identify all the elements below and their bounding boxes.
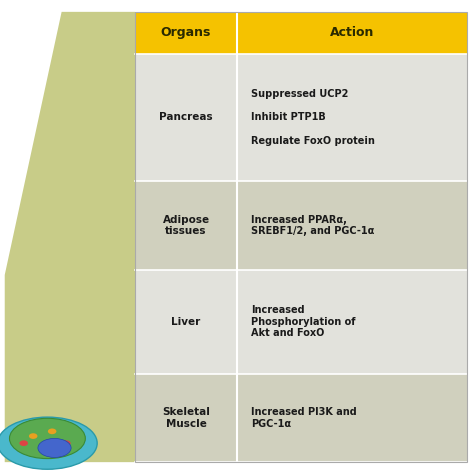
Ellipse shape [19,440,28,446]
Ellipse shape [38,438,71,457]
Bar [135,181,467,270]
Text: Suppressed UCP2

Inhibit PTP1B

Regulate FoxO protein: Suppressed UCP2 Inhibit PTP1B Regulate F… [251,89,375,146]
Ellipse shape [0,417,97,469]
Text: Increased PPARα,
SREBF1/2, and PGC-1α: Increased PPARα, SREBF1/2, and PGC-1α [251,215,374,236]
Ellipse shape [9,419,85,459]
Text: Skeletal
Muscle: Skeletal Muscle [162,407,210,428]
Text: Liver: Liver [172,317,201,327]
Bar [135,12,467,462]
Bar [135,54,467,181]
Polygon shape [5,12,135,462]
Bar [135,270,467,374]
Text: Adipose
tissues: Adipose tissues [163,215,210,236]
Ellipse shape [62,440,71,446]
Bar [135,12,467,54]
Ellipse shape [29,433,37,439]
Text: Increased PI3K and
PGC-1α: Increased PI3K and PGC-1α [251,407,357,428]
Text: Increased
Phosphorylation of
Akt and FoxO: Increased Phosphorylation of Akt and Fox… [251,305,356,338]
Text: Pancreas: Pancreas [159,112,213,122]
Text: Action: Action [330,26,374,39]
Text: Organs: Organs [161,26,211,39]
Bar [135,374,467,462]
Ellipse shape [48,428,56,434]
